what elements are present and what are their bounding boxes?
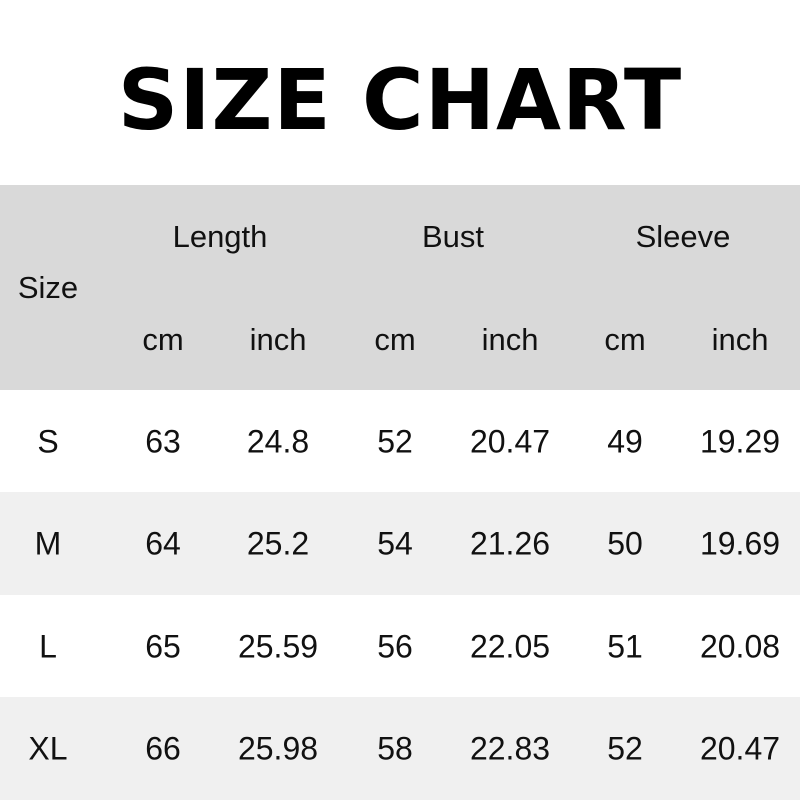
page-title: SIZE CHART (117, 51, 683, 149)
size-cell: S (37, 423, 59, 460)
value-cell: 66 (145, 730, 181, 767)
size-cell: L (39, 628, 57, 665)
header-unit: cm (142, 322, 184, 357)
value-cell: 50 (607, 525, 643, 562)
value-cell: 25.59 (237, 628, 319, 665)
size-cell: XL (28, 730, 68, 767)
value-cell: 54 (377, 525, 413, 562)
header-unit: inch (249, 322, 307, 357)
header-unit: cm (374, 322, 416, 357)
value-cell: 49 (607, 423, 643, 460)
value-cell: 20.47 (469, 423, 551, 460)
value-cell: 21.26 (469, 525, 551, 562)
table-row: S 63 24.8 52 20.47 49 19.29 (0, 390, 800, 493)
header-sleeve: Sleeve (635, 219, 731, 254)
value-cell: 58 (377, 730, 413, 767)
table-row: L 65 25.59 56 22.05 51 20.08 (0, 595, 800, 698)
value-cell: 19.69 (699, 525, 781, 562)
value-cell: 19.29 (699, 423, 781, 460)
header-length: Length (172, 219, 268, 254)
value-cell: 52 (607, 730, 643, 767)
value-cell: 51 (607, 628, 643, 665)
value-cell: 20.08 (699, 628, 781, 665)
value-cell: 64 (145, 525, 181, 562)
value-cell: 25.2 (246, 525, 310, 562)
value-cell: 24.8 (246, 423, 310, 460)
value-cell: 65 (145, 628, 181, 665)
header-unit: cm (604, 322, 646, 357)
value-cell: 22.05 (469, 628, 551, 665)
value-cell: 52 (377, 423, 413, 460)
header-bust: Bust (421, 219, 485, 254)
value-cell: 25.98 (237, 730, 319, 767)
value-cell: 56 (377, 628, 413, 665)
value-cell: 20.47 (699, 730, 781, 767)
value-cell: 22.83 (469, 730, 551, 767)
table-row: M 64 25.2 54 21.26 50 19.69 (0, 492, 800, 595)
table-header: Size Length Bust Sleeve cm inch cm inch … (0, 185, 800, 390)
size-cell: M (34, 525, 62, 562)
header-unit: inch (481, 322, 539, 357)
header-unit: inch (711, 322, 769, 357)
header-size: Size (17, 270, 79, 305)
value-cell: 63 (145, 423, 181, 460)
table-row: XL 66 25.98 58 22.83 52 20.47 (0, 697, 800, 800)
